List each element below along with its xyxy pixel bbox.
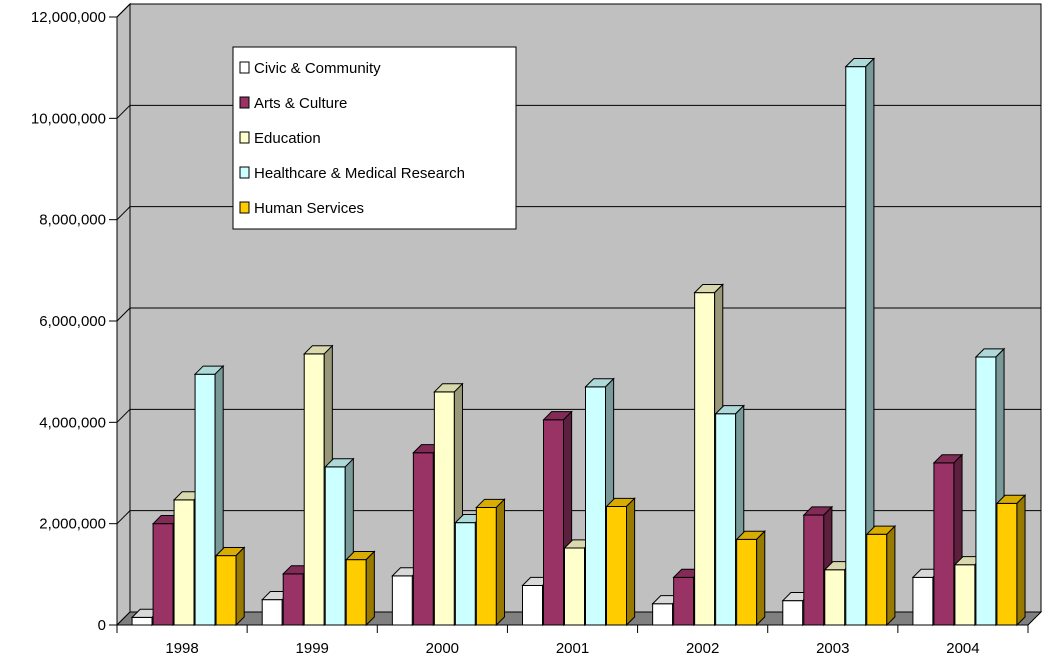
bar [844,57,876,627]
bar-front [866,533,888,626]
bar-front [736,538,758,626]
bar-front [522,584,543,626]
bar-front [824,569,846,626]
bar-side [886,524,896,627]
axes: 0 2,000,000 4,000,000 6,000,000 8,000,000 10,… [31,9,1029,657]
bar-front [715,413,737,626]
x-tick-label: 2003 [816,640,849,657]
bar-front [454,522,476,626]
bar-front [912,576,934,626]
bar [735,530,766,627]
bar-front [954,564,976,626]
bar-side [626,497,636,627]
legend-label: Human Services [254,200,364,217]
bar-front [845,66,867,626]
legend-label: Education [254,130,321,147]
x-tick-label: 1999 [296,640,329,657]
bar-side [1016,494,1026,627]
bar-front [303,353,325,626]
bar-front [694,292,716,626]
bars [130,57,1027,627]
bar-front [152,523,174,626]
bar-front [803,514,825,626]
bar-front [173,499,195,626]
bar [605,497,636,627]
y-tick-label: 4,000,000 [39,414,106,431]
bar-front [933,462,955,626]
y-tick-label: 6,000,000 [39,313,106,330]
x-tick-label: 2001 [556,640,589,657]
bar-side [235,546,245,627]
bar-front [194,373,216,626]
legend-label: Healthcare & Medical Research [254,165,465,182]
legend-swatch [239,166,250,179]
bar-front [564,547,585,626]
bar [865,524,897,627]
x-tick-label: 1998 [165,640,198,657]
legend-label: Civic & Community [254,60,381,77]
y-tick-label: 12,000,000 [31,9,106,26]
gridline [116,206,1041,221]
y-tick-label: 8,000,000 [39,212,106,229]
bar-front [345,559,367,626]
x-tick-label: 2004 [946,640,979,657]
x-tick-label: 2002 [686,640,719,657]
bar [995,494,1027,627]
legend-swatch [239,96,250,109]
gridline [116,307,1041,322]
legend-swatch [239,131,250,144]
legend-swatch [239,201,250,214]
gridline [116,104,1041,119]
bar-side [756,530,766,627]
legend-swatch [239,61,250,74]
bar-front [543,419,564,626]
y-tick-label: 2,000,000 [39,516,106,533]
bar-side [365,550,375,627]
bar [932,453,964,627]
legend-box [232,46,517,230]
bar-front [131,616,153,626]
bar-front [975,356,997,626]
legend-label: Arts & Culture [254,95,347,112]
bar-front [782,600,804,626]
bar [475,498,506,627]
bar [345,550,376,627]
y-tick-label: 0 [98,617,106,634]
bar-front [673,576,695,626]
bar-front [391,575,413,626]
bar-front [324,466,346,626]
bar [214,546,246,627]
bar-side [495,498,505,627]
bar-front [652,603,674,626]
bar-front [475,506,497,626]
bar-front [215,555,237,626]
x-tick-label: 2000 [426,640,459,657]
bar-front [996,502,1018,626]
bar-front [282,573,304,626]
bar-front [606,505,627,626]
legend: Civic & Community Arts & Culture Education… [232,46,517,230]
y-tick-label: 10,000,000 [31,110,106,127]
gridline [116,3,1041,18]
bar-front [433,391,455,626]
bar-front [261,599,283,626]
bar-front [585,386,606,626]
bar-front [412,452,434,626]
